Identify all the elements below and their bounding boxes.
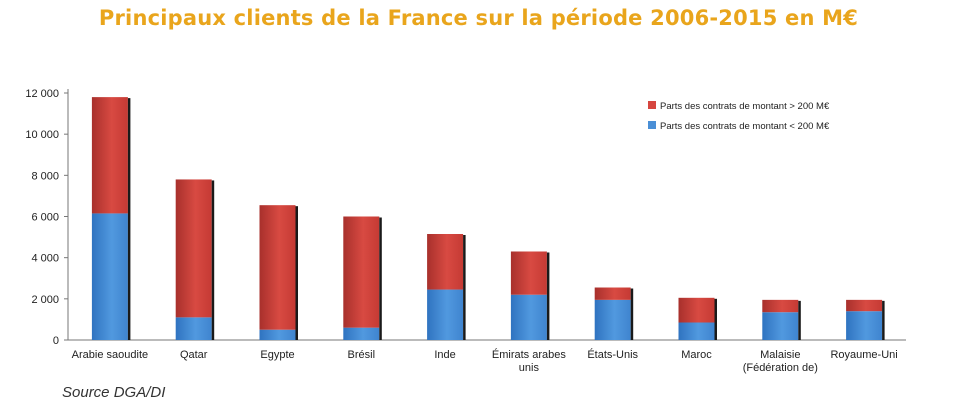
source-note: Source DGA/DI: [62, 384, 166, 401]
bar-shadow: [798, 300, 801, 340]
category-label: Maroc: [681, 349, 712, 361]
bar-segment-over-200: [91, 97, 128, 214]
bars: [91, 97, 885, 340]
category-labels: Arabie saoudite Qatar Egypte Brésil Inde Émir…: [72, 348, 898, 374]
category-label: Arabie saoudite: [72, 349, 148, 361]
y-tick-label: 10 000: [25, 129, 59, 141]
y-tick-label: 4 000: [31, 253, 59, 265]
y-tick-label: 2 000: [31, 294, 59, 306]
bar-shadow: [714, 298, 717, 340]
bar-shadow: [295, 206, 298, 340]
category-label: États-Unis: [587, 348, 638, 361]
chart-title: Principaux clients de la France sur la p…: [98, 6, 859, 30]
y-tick-label: 12 000: [25, 88, 59, 100]
category-label: Qatar: [180, 349, 208, 361]
category-label: Inde: [434, 349, 455, 361]
bar-segment-over-200: [510, 251, 547, 295]
bar-shadow: [127, 98, 131, 340]
bar-segment-over-200: [259, 205, 296, 330]
legend-label: Parts des contrats de montant > 200 M€: [660, 101, 830, 112]
y-tick-label: 8 000: [31, 170, 59, 182]
legend-label: Parts des contrats de montant < 200 M€: [660, 121, 830, 132]
category-label: Malaisie: [760, 349, 800, 361]
bar-shadow: [882, 300, 885, 340]
bar-segment-under-200: [762, 312, 799, 340]
bar-segment-over-200: [846, 299, 883, 312]
bar-segment-under-200: [259, 329, 296, 340]
category-label: Egypte: [260, 349, 294, 361]
bar-shadow: [379, 217, 382, 340]
category-label: (Fédération de): [743, 362, 818, 374]
bar-segment-over-200: [678, 297, 715, 323]
category-label: Brésil: [348, 349, 376, 361]
y-tick-label: 0: [53, 335, 59, 347]
bar-shadow: [546, 252, 550, 340]
category-label: Royaume-Uni: [830, 349, 897, 361]
category-label: Émirats arabes: [492, 348, 566, 361]
category-label: unis: [519, 362, 540, 374]
bar-segment-over-200: [594, 287, 631, 300]
bar-shadow: [211, 180, 215, 340]
legend: Parts des contrats de montant > 200 M€ Pa…: [648, 101, 830, 132]
bar-segment-under-200: [594, 299, 631, 340]
bar-segment-under-200: [343, 327, 380, 340]
bar-shadow: [463, 234, 466, 340]
bar-segment-under-200: [91, 213, 128, 340]
legend-swatch: [648, 121, 656, 129]
bar-segment-under-200: [510, 294, 547, 340]
bar-shadow: [630, 288, 634, 340]
bar-segment-under-200: [846, 311, 883, 340]
legend-swatch: [648, 101, 656, 109]
bar-segment-under-200: [678, 322, 715, 340]
bar-segment-under-200: [427, 289, 464, 340]
y-tick-label: 6 000: [31, 212, 59, 224]
bar-segment-over-200: [762, 299, 799, 313]
bar-segment-under-200: [175, 317, 212, 340]
bar-segment-over-200: [343, 216, 380, 328]
bar-segment-over-200: [175, 179, 212, 318]
bar-segment-over-200: [427, 233, 464, 290]
